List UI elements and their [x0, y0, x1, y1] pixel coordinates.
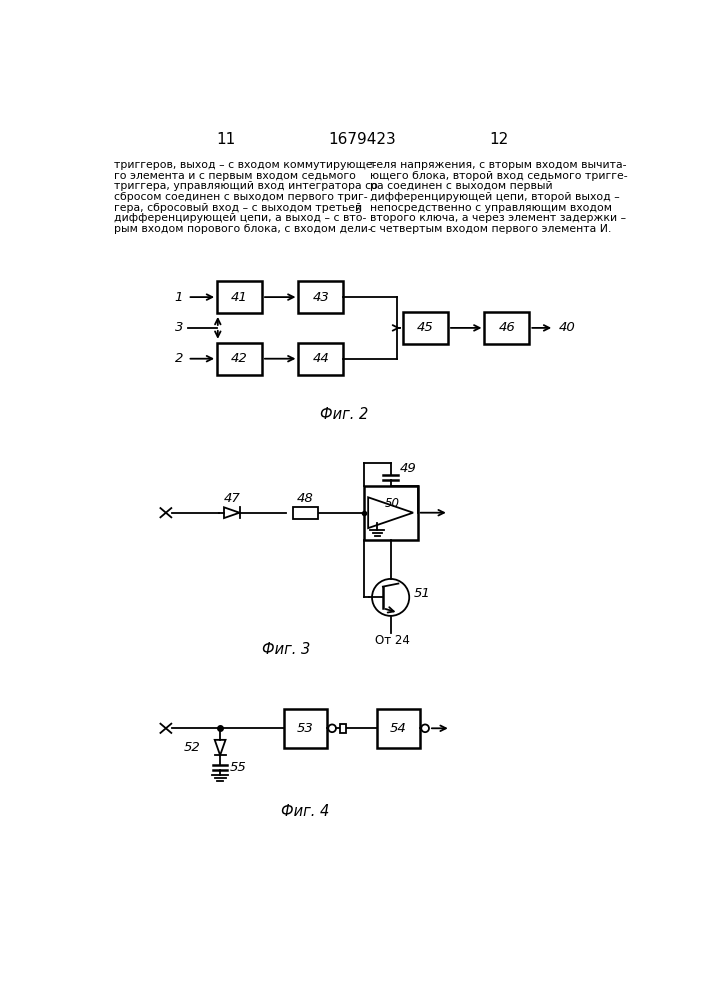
Text: 2: 2 [175, 352, 183, 365]
Text: 5: 5 [355, 205, 361, 215]
Text: 41: 41 [231, 291, 248, 304]
Text: 42: 42 [231, 352, 248, 365]
Text: с четвертым входом первого элемента И.: с четвертым входом первого элемента И. [370, 224, 611, 234]
Text: 50: 50 [385, 497, 399, 510]
Bar [340, 724, 346, 733]
Text: 12: 12 [489, 132, 509, 147]
Bar [484, 312, 530, 344]
Text: ра соединен с выходом первый: ра соединен с выходом первый [370, 181, 552, 191]
Bar [217, 343, 262, 375]
Text: триггеров, выход – с входом коммутирующе-: триггеров, выход – с входом коммутирующе… [114, 160, 376, 170]
Text: 47: 47 [223, 492, 240, 505]
Text: непосредственно с управляющим входом: непосредственно с управляющим входом [370, 203, 612, 213]
Text: 51: 51 [414, 587, 431, 600]
Text: второго ключа, а через элемент задержки –: второго ключа, а через элемент задержки … [370, 213, 626, 223]
Bar [298, 281, 344, 313]
Text: 55: 55 [230, 761, 247, 774]
Text: ющего блока, второй вход седьмого тригге-: ющего блока, второй вход седьмого тригге… [370, 171, 627, 181]
Text: 43: 43 [312, 291, 329, 304]
Text: 45: 45 [417, 321, 434, 334]
Text: рым входом порового блока, с входом дели-: рым входом порового блока, с входом дели… [114, 224, 372, 234]
Text: 49: 49 [400, 462, 416, 475]
Bar [217, 281, 262, 313]
Text: 3: 3 [175, 321, 183, 334]
Text: теля напряжения, с вторым входом вычита-: теля напряжения, с вторым входом вычита- [370, 160, 626, 170]
Text: От 24: От 24 [375, 634, 409, 647]
Text: 54: 54 [390, 722, 407, 735]
Text: 53: 53 [297, 722, 314, 735]
Text: 1: 1 [175, 291, 183, 304]
Bar [284, 709, 327, 748]
Text: 44: 44 [312, 352, 329, 365]
Text: сбросом соединен с выходом первого триг-: сбросом соединен с выходом первого триг- [114, 192, 368, 202]
Bar [298, 343, 344, 375]
Text: 46: 46 [498, 321, 515, 334]
Text: Фиг. 4: Фиг. 4 [281, 804, 329, 819]
Text: дифференцирующей цепи, второй выход –: дифференцирующей цепи, второй выход – [370, 192, 619, 202]
Text: го элемента и с первым входом седьмого: го элемента и с первым входом седьмого [114, 171, 356, 181]
Text: гера, сбросовый вход – с выходом третьей: гера, сбросовый вход – с выходом третьей [114, 203, 362, 213]
Text: дифференцирующей цепи, а выход – с вто-: дифференцирующей цепи, а выход – с вто- [114, 213, 366, 223]
Bar [377, 709, 420, 748]
Text: триггера, управляющий вход интегратора со: триггера, управляющий вход интегратора с… [114, 181, 378, 191]
Text: Фиг. 3: Фиг. 3 [262, 642, 310, 657]
Text: 11: 11 [216, 132, 235, 147]
Text: 40: 40 [559, 321, 575, 334]
Text: 48: 48 [297, 492, 314, 505]
Text: 52: 52 [184, 741, 201, 754]
Bar [363, 486, 418, 540]
Text: Фиг. 2: Фиг. 2 [320, 407, 368, 422]
Bar [403, 312, 448, 344]
Text: 1679423: 1679423 [328, 132, 396, 147]
Bar [293, 507, 317, 519]
